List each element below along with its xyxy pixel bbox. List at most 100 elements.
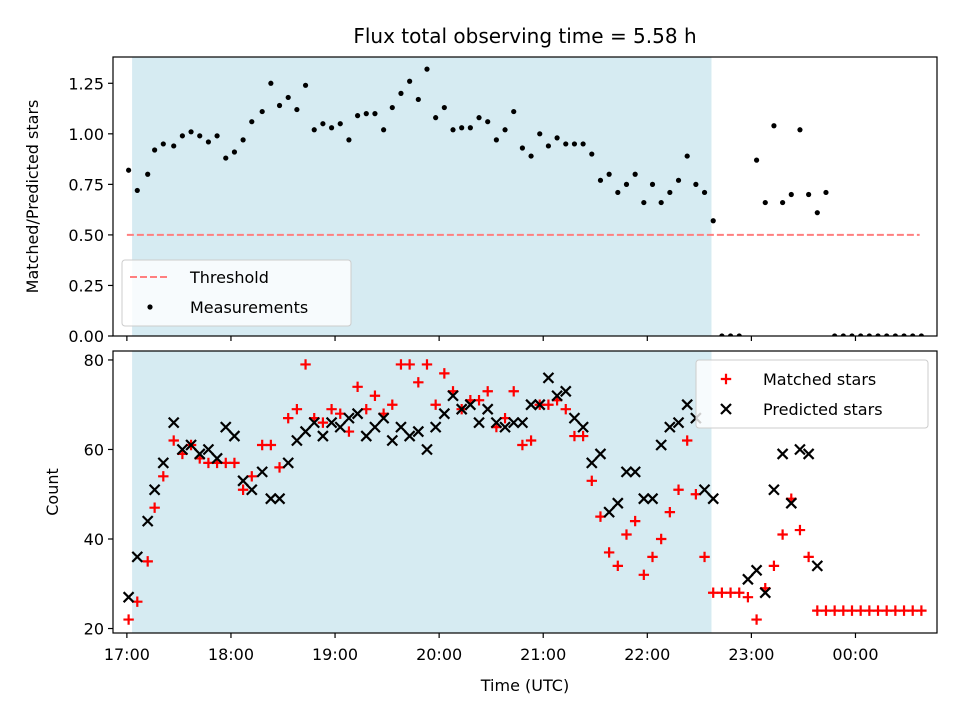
measurement-point [806,191,812,198]
predicted-point [750,564,763,577]
measurement-point [597,177,604,183]
matched-point [768,560,780,572]
measurement-point [788,191,794,198]
measurement-point [134,187,140,194]
predicted-point [638,492,650,505]
legend-label-threshold: Threshold [189,268,269,287]
predicted-point [429,421,442,433]
matched-point [517,439,528,451]
predicted-point [525,398,537,411]
measurement-point [563,141,569,147]
x-tick-label: 17:00 [104,645,150,664]
legend-predicted-swatch [720,403,732,415]
y-tick-label: 40 [84,530,104,549]
predicted-point [148,483,161,496]
measurement-point [866,333,872,336]
measurement-point [719,333,725,336]
matched-point [413,377,424,388]
legend-box [121,259,352,327]
predicted-point [386,434,399,447]
matched-point [300,359,311,370]
x-tick-label: 00:00 [832,645,878,664]
predicted-point [421,443,433,456]
measurement-point [753,157,760,163]
matched-point [794,524,806,536]
matched-point [482,386,493,397]
matched-point [352,381,363,393]
matched-point [543,399,554,410]
measurement-point [780,199,786,206]
measurement-point [363,111,369,117]
measurement-point [641,199,647,206]
measurement-point [231,149,238,155]
y-tick-label: 0.75 [68,175,104,194]
axes-frame [112,56,938,337]
measurement-point [710,218,716,224]
predicted-point [612,497,624,509]
predicted-point [228,430,241,442]
matched-point [734,587,745,598]
predicted-point [759,586,772,599]
matched-point [326,403,337,415]
measurement-point [240,137,246,143]
series-1 [122,372,824,603]
measurement-point [249,119,255,125]
measurement-point [328,125,335,131]
measurement-point [727,333,734,336]
matched-point [751,614,762,625]
legend: Matched stars Predicted stars [695,359,929,429]
measurement-point [693,181,699,187]
predicted-point [473,416,485,429]
x-tick-label: 19:00 [312,645,358,664]
predicted-point [237,475,249,487]
matched-point [283,412,294,424]
measurement-point [407,78,413,84]
matched-point [158,471,169,482]
measurement-point [554,135,560,141]
matched-point [673,484,684,495]
matched-point [898,605,910,616]
matched-point [421,359,433,370]
measurement-point [571,141,578,147]
matched-point [317,417,329,428]
predicted-point [299,425,312,438]
predicted-point [568,412,581,424]
matched-point [123,614,134,625]
measurement-point [901,333,907,336]
predicted-point [403,430,416,442]
matched-point [708,587,719,598]
measurement-point [849,333,855,336]
bottom-panel: 20 40 60 80 17:00 18:00 19:00 20:00 21:00 22:00 23… [43,350,938,695]
predicted-point [273,492,286,505]
measurement-point [302,82,309,88]
predicted-point [167,416,180,429]
predicted-point [672,416,685,429]
matched-point [681,435,693,446]
measurement-point [485,119,491,125]
measurement-point [632,171,638,177]
legend-label-predicted: Predicted stars [763,400,883,419]
matched-point [229,457,240,469]
predicted-point [308,416,321,429]
measurement-point [675,177,682,183]
predicted-point [499,421,511,433]
matched-point [256,439,268,451]
predicted-point [131,551,144,563]
matched-point [395,359,407,370]
y-axis-label: Matched/Predicted stars [23,100,42,294]
matched-point [291,403,303,415]
matched-point [820,605,832,616]
legend-label-matched: Matched stars [763,370,876,389]
predicted-point [157,457,170,469]
predicted-point [122,591,135,603]
matched-point [742,591,754,603]
predicted-point [185,439,197,451]
matched-point [525,435,537,446]
matched-point [725,587,736,598]
predicted-point [629,466,641,478]
predicted-point [438,407,451,420]
measurement-point [459,125,465,131]
chart-title: Flux total observing time = 5.58 h [353,24,696,48]
x-tick-label: 18:00 [208,645,254,664]
measurement-point [441,104,447,111]
